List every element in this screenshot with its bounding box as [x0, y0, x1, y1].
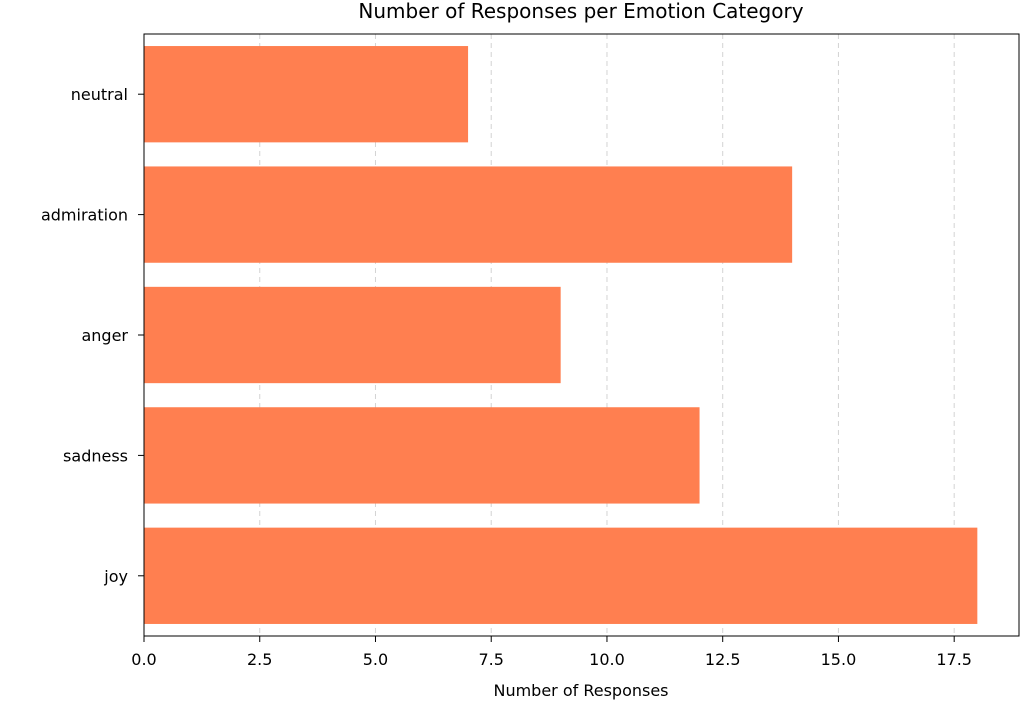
bars — [144, 46, 978, 624]
y-tick-label-joy: joy — [103, 567, 128, 586]
x-tick-label: 2.5 — [247, 650, 272, 669]
bar-joy — [144, 527, 978, 624]
y-axis-ticks: joy sadness anger admiration neutral — [41, 85, 144, 586]
bar-sadness — [144, 407, 700, 504]
x-tick-label: 5.0 — [363, 650, 388, 669]
x-tick-label: 7.5 — [478, 650, 503, 669]
bar-anger — [144, 286, 561, 384]
x-tick-label: 12.5 — [705, 650, 741, 669]
y-tick-label-anger: anger — [81, 326, 128, 345]
bar-neutral — [144, 46, 469, 143]
y-tick-label-sadness: sadness — [63, 446, 128, 465]
x-tick-label: 10.0 — [589, 650, 625, 669]
x-tick-label: 0.0 — [131, 650, 156, 669]
x-tick-label: 15.0 — [821, 650, 857, 669]
bar-admiration — [144, 166, 793, 263]
x-tick-label: 17.5 — [936, 650, 972, 669]
y-tick-label-admiration: admiration — [41, 206, 128, 225]
chart-title: Number of Responses per Emotion Category — [358, 0, 803, 23]
y-tick-label-neutral: neutral — [71, 85, 128, 104]
x-axis-label: Number of Responses — [493, 681, 668, 700]
x-axis-ticks: 0.0 2.5 5.0 7.5 10.0 12.5 15.0 17.5 — [131, 636, 972, 669]
